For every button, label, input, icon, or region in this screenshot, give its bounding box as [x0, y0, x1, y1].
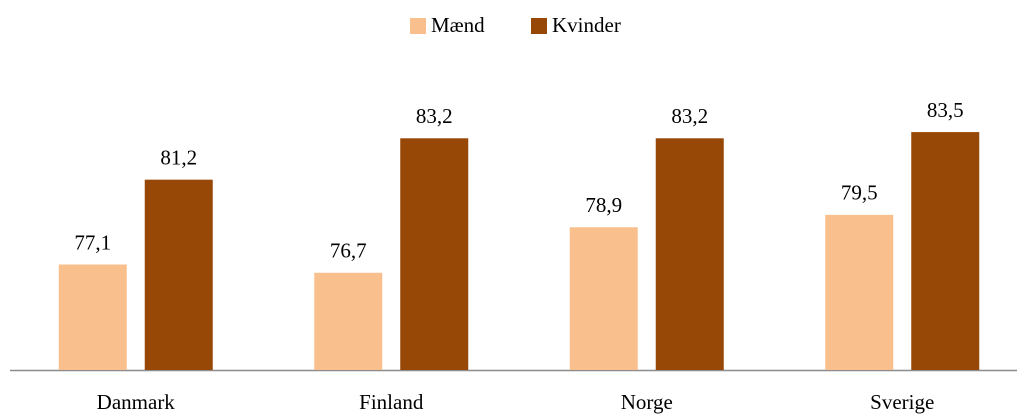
x-tick-label: Finland — [359, 390, 424, 414]
bar — [400, 138, 469, 370]
x-tick-label: Sverige — [870, 390, 934, 414]
legend-swatch — [410, 18, 426, 34]
value-label: 76,7 — [330, 239, 367, 263]
bar — [144, 179, 213, 370]
bar — [655, 138, 724, 370]
legend-label: Kvinder — [552, 13, 621, 37]
x-tick-label: Norge — [621, 390, 673, 414]
bar — [58, 264, 127, 370]
value-label: 83,2 — [416, 104, 453, 128]
legend-label: Mænd — [431, 13, 485, 37]
value-label: 83,5 — [927, 98, 964, 122]
legend-swatch — [531, 18, 547, 34]
value-label: 79,5 — [841, 181, 878, 205]
bar — [569, 227, 638, 370]
bar — [825, 214, 894, 370]
value-label: 78,9 — [585, 193, 622, 217]
bar — [314, 272, 383, 370]
bar — [911, 132, 980, 370]
value-label: 77,1 — [74, 230, 111, 254]
value-label: 83,2 — [671, 104, 708, 128]
x-tick-label: Danmark — [97, 390, 176, 414]
value-label: 81,2 — [160, 145, 197, 169]
